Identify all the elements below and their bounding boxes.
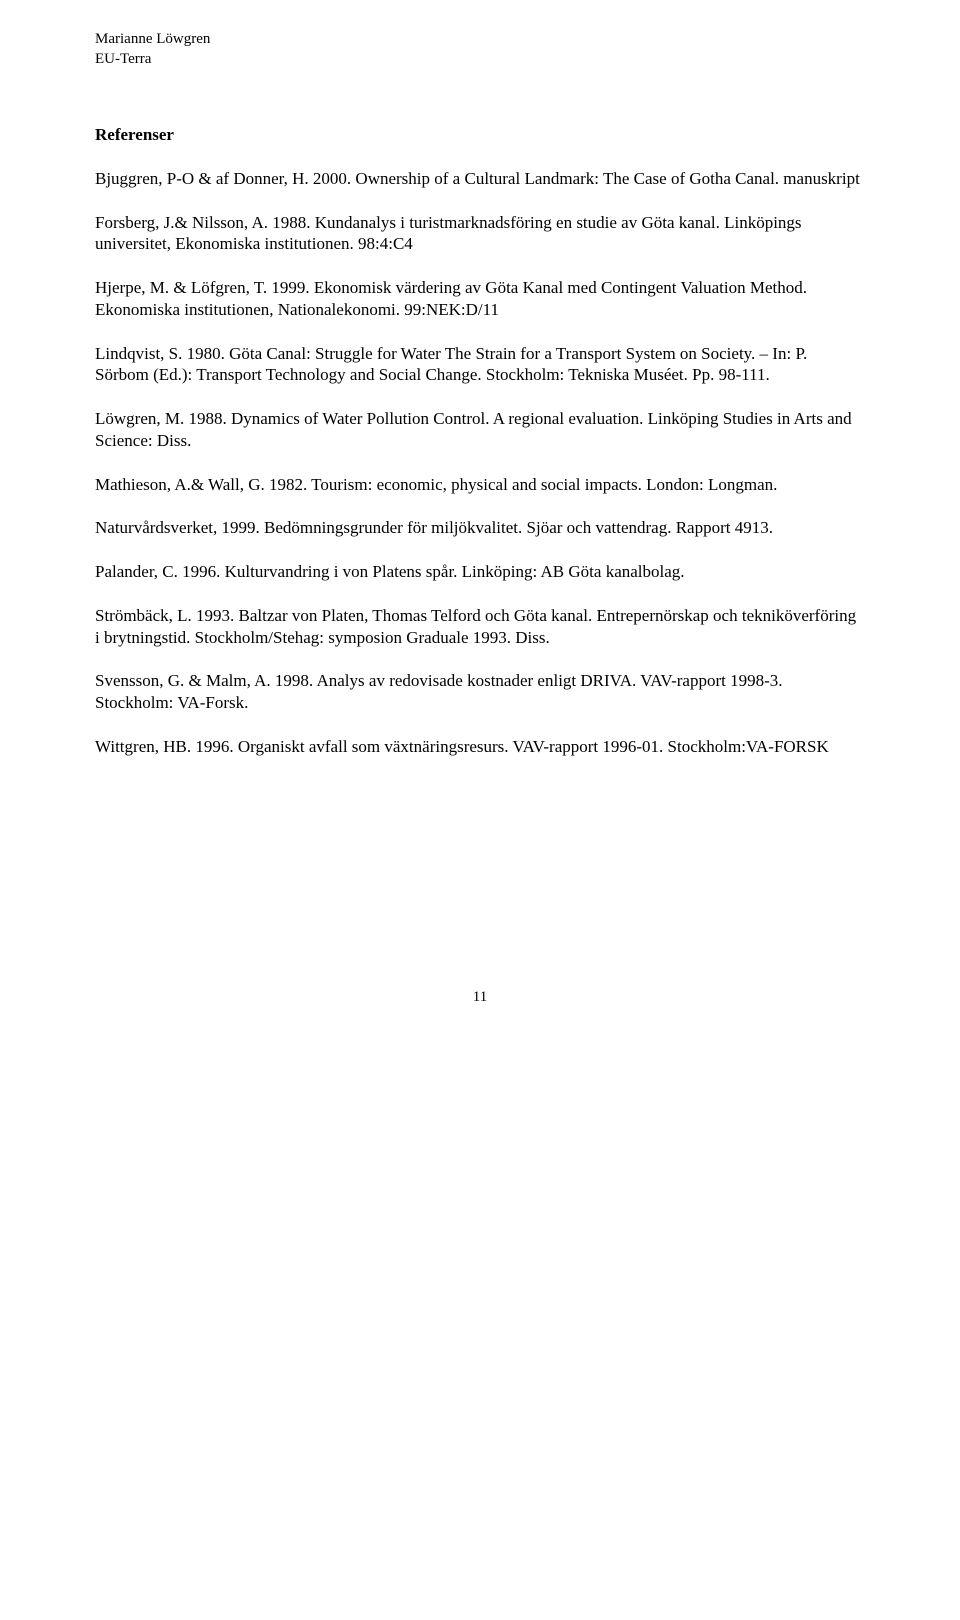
section-title: Referenser [95,124,865,146]
page-number: 11 [95,988,865,1007]
reference-item: Wittgren, HB. 1996. Organiskt avfall som… [95,736,865,758]
reference-item: Forsberg, J.& Nilsson, A. 1988. Kundanal… [95,212,865,256]
reference-item: Naturvårdsverket, 1999. Bedömningsgrunde… [95,517,865,539]
page-header: Marianne Löwgren EU-Terra [95,30,865,69]
reference-item: Lindqvist, S. 1980. Göta Canal: Struggle… [95,343,865,387]
reference-item: Palander, C. 1996. Kulturvandring i von … [95,561,865,583]
reference-item: Mathieson, A.& Wall, G. 1982. Tourism: e… [95,474,865,496]
reference-item: Svensson, G. & Malm, A. 1998. Analys av … [95,670,865,714]
header-author: Marianne Löwgren [95,30,865,50]
reference-item: Strömbäck, L. 1993. Baltzar von Platen, … [95,605,865,649]
reference-item: Löwgren, M. 1988. Dynamics of Water Poll… [95,408,865,452]
header-project: EU-Terra [95,50,865,70]
document-page: Marianne Löwgren EU-Terra Referenser Bju… [0,0,960,1037]
reference-item: Bjuggren, P-O & af Donner, H. 2000. Owne… [95,168,865,190]
reference-item: Hjerpe, M. & Löfgren, T. 1999. Ekonomisk… [95,277,865,321]
